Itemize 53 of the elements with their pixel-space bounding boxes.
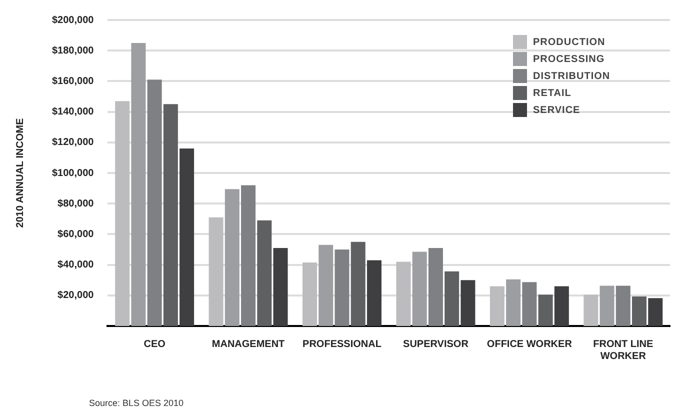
bar <box>302 262 318 326</box>
bar <box>163 104 178 326</box>
x-tick-label: CEO <box>144 338 166 350</box>
legend-label: DISTRIBUTION <box>533 70 610 82</box>
bar <box>506 279 521 326</box>
bar <box>208 217 224 326</box>
legend-label: SERVICE <box>533 104 580 116</box>
bar <box>334 250 350 326</box>
bar <box>366 260 382 326</box>
y-tick-label: $140,000 <box>52 106 94 118</box>
y-tick-label: $160,000 <box>52 76 94 87</box>
x-tick-label: PROFESSIONAL <box>302 338 382 350</box>
bar <box>131 42 146 326</box>
y-tick-label: $20,000 <box>58 290 94 302</box>
legend-label: PRODUCTION <box>533 36 606 48</box>
bar <box>224 189 240 326</box>
bar <box>412 252 427 326</box>
y-tick-label: $80,000 <box>58 198 94 210</box>
bar <box>273 248 288 326</box>
bar <box>350 242 366 326</box>
bar <box>600 286 614 326</box>
bar <box>616 286 630 326</box>
y-tick-label: $120,000 <box>52 137 94 148</box>
y-tick-label: $100,000 <box>52 168 94 179</box>
x-tick-label: OFFICE WORKER <box>486 338 573 350</box>
bar <box>648 298 663 326</box>
x-tick-label: MANAGEMENT <box>212 338 285 350</box>
legend-label: PROCESSING <box>533 54 605 64</box>
legend-label: RETAIL <box>533 88 572 98</box>
bar <box>428 248 443 326</box>
x-tick-label: SUPERVISOR <box>403 338 470 350</box>
bar <box>538 294 553 326</box>
y-tick-label: $180,000 <box>52 45 94 56</box>
x-tick-label: FRONT LINE WORKER <box>593 338 654 362</box>
y-axis-title: 2010 ANNUAL INCOME <box>14 118 26 228</box>
bar <box>444 271 460 326</box>
bar <box>522 282 537 326</box>
bar <box>554 286 569 326</box>
bar <box>241 185 256 326</box>
bar <box>632 296 647 326</box>
bar <box>180 148 194 326</box>
source-note: Source: BLS OES 2010 <box>89 398 184 408</box>
bar <box>396 262 411 326</box>
y-tick-label: $200,000 <box>52 14 94 26</box>
y-tick-label: $60,000 <box>58 228 94 240</box>
bar <box>147 80 162 326</box>
bar <box>257 220 272 326</box>
y-tick-label: $40,000 <box>58 260 94 271</box>
bar <box>115 101 130 326</box>
bar <box>460 280 476 326</box>
bar <box>318 244 334 326</box>
bar <box>490 286 504 326</box>
bar <box>584 294 598 326</box>
